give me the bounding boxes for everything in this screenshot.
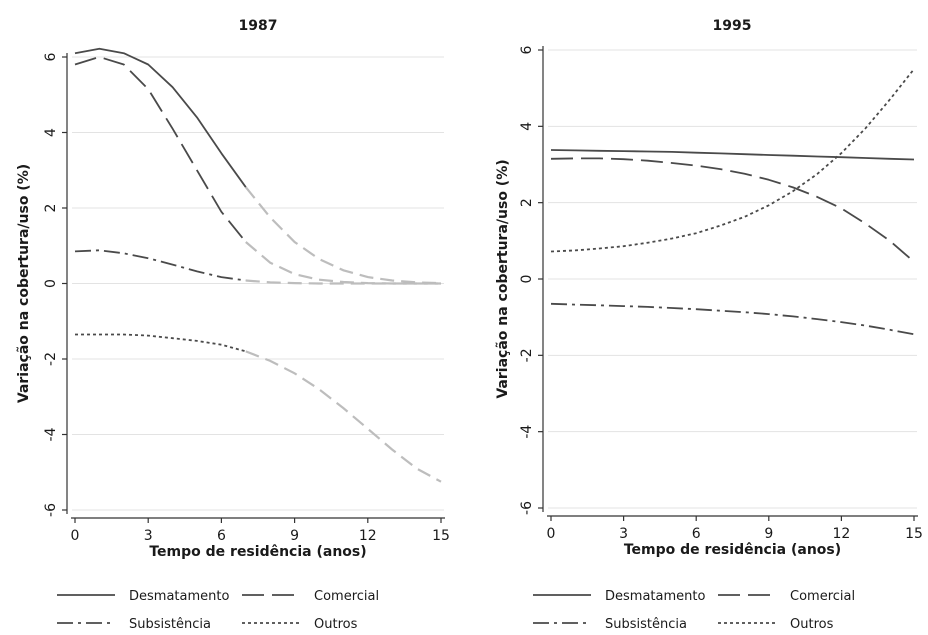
series-line-desmatamento-extrapolated: [244, 186, 442, 285]
legend-label-desmatamento: Desmatamento: [605, 589, 705, 604]
x-tick-label: 9: [764, 526, 773, 542]
chart-panel-1987: -6 -4 -2 0 2 4 6 0 3 6 9 12 15 1987 Tempo de residênci…: [16, 18, 450, 560]
chart-title: 1995: [713, 18, 752, 34]
series-line-comercial-extrapolated: [245, 241, 441, 285]
legend-label-outros: Outros: [790, 617, 834, 632]
y-tick-label: -4: [43, 427, 59, 441]
y-tick-label: 0: [43, 279, 59, 288]
legend-label-outros: Outros: [314, 617, 358, 632]
x-tick-label: 15: [432, 528, 450, 544]
legend-label-comercial: Comercial: [314, 589, 379, 604]
x-axis-label: Tempo de residência (anos): [624, 542, 841, 558]
series-line-comercial: [74, 56, 247, 243]
x-axis-label: Tempo de residência (anos): [149, 544, 366, 560]
legend-label-subsistencia: Subsistência: [129, 617, 211, 632]
y-tick-label: -6: [43, 503, 59, 517]
x-tick-label: 3: [619, 526, 628, 542]
y-tick-label: 2: [519, 198, 535, 207]
y-tick-label: 6: [519, 45, 535, 54]
x-tick-label: 12: [832, 526, 850, 542]
x-tick-label: 6: [217, 528, 226, 544]
series-line-outros-extrapolated: [245, 350, 442, 483]
y-tick-label: 2: [43, 204, 59, 213]
y-tick-label: 4: [519, 122, 535, 131]
y-tick-label: 0: [519, 275, 535, 284]
x-tick-label: 0: [547, 526, 556, 542]
y-tick-label: -2: [519, 348, 535, 362]
y-tick-label: -2: [43, 352, 59, 366]
series-line-desmatamento: [550, 149, 915, 161]
x-tick-label: 0: [71, 528, 80, 544]
y-tick-label: -6: [519, 501, 535, 515]
series-line-subsistencia-extrapolated: [245, 279, 441, 285]
chart-title: 1987: [239, 18, 278, 34]
x-tick-label: 15: [905, 526, 923, 542]
series-line-desmatamento: [74, 47, 247, 188]
series-line-outros: [550, 68, 915, 253]
y-axis-label: Variação na cobertura/uso (%): [16, 164, 32, 403]
y-axis-label: Variação na cobertura/uso (%): [495, 159, 511, 398]
legend-1987: Desmatamento Comercial Subsistência Outros: [57, 589, 379, 632]
y-tick-label: 6: [43, 52, 59, 61]
chart-panel-1995: -6 -4 -2 0 2 4 6 0 3 6 9 12 15 1995 Tempo de residênci…: [495, 18, 923, 558]
y-tick-label: 4: [43, 128, 59, 137]
x-tick-label: 6: [692, 526, 701, 542]
x-tick-label: 3: [144, 528, 153, 544]
series-line-comercial: [550, 157, 915, 263]
legend-label-subsistencia: Subsistência: [605, 617, 687, 632]
x-tick-label: 9: [290, 528, 299, 544]
legend-label-comercial: Comercial: [790, 589, 855, 604]
series-line-outros: [75, 333, 247, 353]
legend-label-desmatamento: Desmatamento: [129, 589, 229, 604]
series-line-subsistencia: [550, 302, 915, 336]
x-tick-label: 12: [359, 528, 377, 544]
series-line-subsistencia: [74, 249, 246, 282]
legend-1995: Desmatamento Comercial Subsistência Outros: [533, 589, 855, 632]
y-tick-label: -4: [519, 425, 535, 439]
